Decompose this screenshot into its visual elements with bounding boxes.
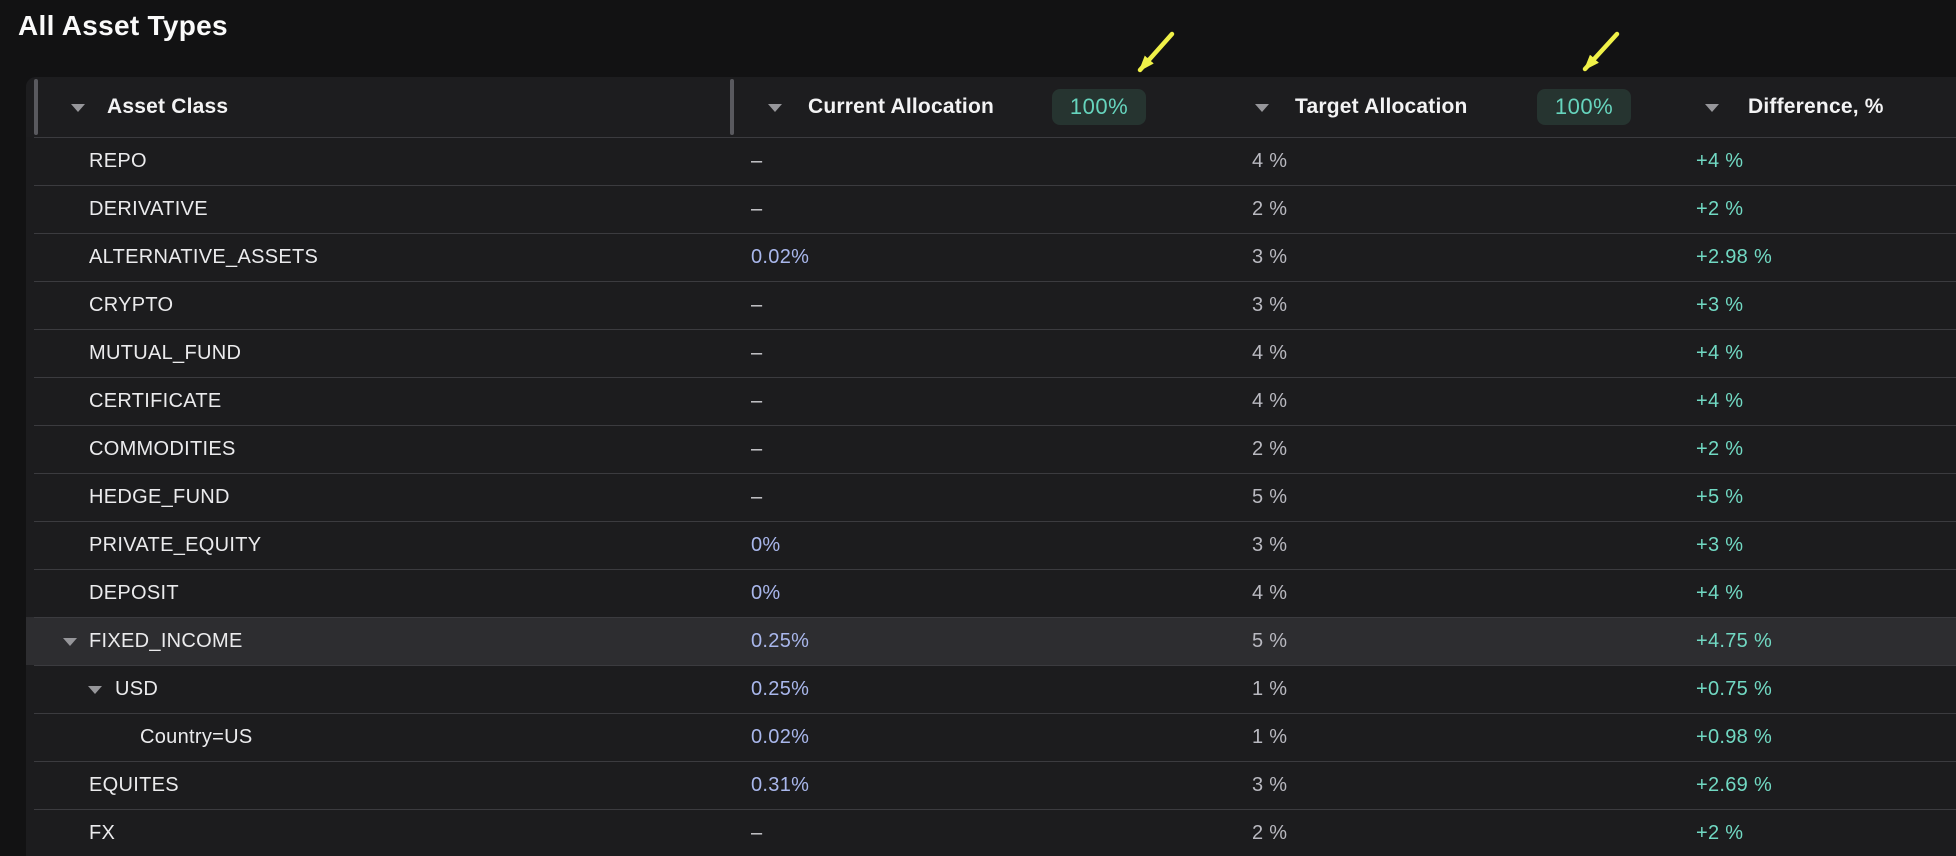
row-expand-caret-icon[interactable] <box>63 638 77 646</box>
difference-value: +3 % <box>1696 533 1744 556</box>
row-label: USD <box>115 677 159 700</box>
table-row[interactable]: PRIVATE_EQUITY 0% 3 % +3 % <box>26 521 1956 569</box>
current-allocation-value: 0.02% <box>751 725 810 748</box>
column-header-difference: Difference, % <box>1748 95 1884 118</box>
current-allocation-value: 0.25% <box>751 677 810 700</box>
target-allocation-value: 4 % <box>1252 581 1288 604</box>
target-allocation-value: 1 % <box>1252 677 1288 700</box>
target-allocation-value: 3 % <box>1252 293 1288 316</box>
row-label: HEDGE_FUND <box>89 485 230 508</box>
row-label: ALTERNATIVE_ASSETS <box>89 245 319 268</box>
current-allocation-value: – <box>751 149 763 172</box>
difference-value: +4 % <box>1696 389 1744 412</box>
target-allocation-value: 4 % <box>1252 341 1288 364</box>
table-row[interactable]: HEDGE_FUND – 5 % +5 % <box>26 473 1956 521</box>
target-allocation-value: 2 % <box>1252 821 1288 844</box>
difference-value: +4 % <box>1696 581 1744 604</box>
difference-value: +2 % <box>1696 197 1744 220</box>
row-label: COMMODITIES <box>89 437 236 460</box>
row-label: FX <box>89 821 116 844</box>
arrow-to-target-allocation-badge-icon <box>1582 31 1620 72</box>
asset-allocation-table: Asset Class Current Allocation 100% Targ… <box>26 77 1956 856</box>
table-row[interactable]: CERTIFICATE – 4 % +4 % <box>26 377 1956 425</box>
target-allocation-value: 5 % <box>1252 485 1288 508</box>
current-allocation-total-badge: 100% <box>1052 89 1146 125</box>
current-allocation-value: – <box>751 197 763 220</box>
table-row[interactable]: USD 0.25% 1 % +0.75 % <box>26 665 1956 713</box>
row-label: DERIVATIVE <box>89 197 208 220</box>
table-row[interactable]: ALTERNATIVE_ASSETS 0.02% 3 % +2.98 % <box>26 233 1956 281</box>
difference-value: +2.69 % <box>1696 773 1773 796</box>
current-allocation-value: 0.31% <box>751 773 810 796</box>
table-row[interactable]: FIXED_INCOME 0.25% 5 % +4.75 % <box>26 617 1956 665</box>
table-row[interactable]: EQUITES 0.31% 3 % +2.69 % <box>26 761 1956 809</box>
table-row[interactable]: REPO – 4 % +4 % <box>26 137 1956 185</box>
column-resize-handle[interactable] <box>730 79 734 135</box>
row-label: CERTIFICATE <box>89 389 222 412</box>
table-row[interactable]: CRYPTO – 3 % +3 % <box>26 281 1956 329</box>
target-allocation-value: 4 % <box>1252 389 1288 412</box>
current-allocation-value: 0% <box>751 581 781 604</box>
table-row[interactable]: COMMODITIES – 2 % +2 % <box>26 425 1956 473</box>
table-row[interactable]: Country=US 0.02% 1 % +0.98 % <box>26 713 1956 761</box>
current-allocation-value: – <box>751 821 763 844</box>
current-allocation-value: – <box>751 293 763 316</box>
difference-value: +4 % <box>1696 149 1744 172</box>
difference-value: +4 % <box>1696 341 1744 364</box>
sort-caret-target-allocation-icon[interactable] <box>1255 104 1269 112</box>
table-header-row: Asset Class Current Allocation 100% Targ… <box>26 77 1956 137</box>
difference-value: +5 % <box>1696 485 1744 508</box>
row-label: EQUITES <box>89 773 179 796</box>
difference-value: +2 % <box>1696 821 1744 844</box>
column-header-target-allocation: Target Allocation <box>1295 95 1468 118</box>
table-row[interactable]: FX – 2 % +2 % <box>26 809 1956 856</box>
current-allocation-value: – <box>751 341 763 364</box>
table-row[interactable]: DERIVATIVE – 2 % +2 % <box>26 185 1956 233</box>
current-allocation-value: 0.25% <box>751 629 810 652</box>
current-allocation-value: – <box>751 437 763 460</box>
target-allocation-value: 4 % <box>1252 149 1288 172</box>
table-body: REPO – 4 % +4 % DERIVATIVE – 2 % +2 % AL… <box>26 137 1956 856</box>
target-allocation-value: 3 % <box>1252 245 1288 268</box>
target-allocation-value: 3 % <box>1252 533 1288 556</box>
column-resize-handle[interactable] <box>34 79 38 135</box>
current-allocation-value: 0.02% <box>751 245 810 268</box>
target-allocation-value: 5 % <box>1252 629 1288 652</box>
target-allocation-total-badge: 100% <box>1537 89 1631 125</box>
row-label: MUTUAL_FUND <box>89 341 242 364</box>
difference-value: +4.75 % <box>1696 629 1773 652</box>
sort-caret-asset-class-icon[interactable] <box>71 104 85 112</box>
row-label: FIXED_INCOME <box>89 629 243 652</box>
row-expand-caret-icon[interactable] <box>88 686 102 694</box>
difference-value: +2 % <box>1696 437 1744 460</box>
difference-value: +0.75 % <box>1696 677 1773 700</box>
table-row[interactable]: DEPOSIT 0% 4 % +4 % <box>26 569 1956 617</box>
target-allocation-value: 1 % <box>1252 725 1288 748</box>
arrow-to-current-allocation-badge-icon <box>1137 31 1175 73</box>
column-header-current-allocation: Current Allocation <box>808 95 994 118</box>
sort-caret-difference-icon[interactable] <box>1705 104 1719 112</box>
difference-value: +2.98 % <box>1696 245 1773 268</box>
current-allocation-value: – <box>751 389 763 412</box>
target-allocation-value: 2 % <box>1252 437 1288 460</box>
row-label: CRYPTO <box>89 293 174 316</box>
difference-value: +3 % <box>1696 293 1744 316</box>
row-label: PRIVATE_EQUITY <box>89 533 262 556</box>
current-allocation-value: – <box>751 485 763 508</box>
difference-value: +0.98 % <box>1696 725 1773 748</box>
row-label: Country=US <box>140 725 253 748</box>
row-label: REPO <box>89 149 147 172</box>
page-title: All Asset Types <box>18 10 228 41</box>
table-row[interactable]: MUTUAL_FUND – 4 % +4 % <box>26 329 1956 377</box>
sort-caret-current-allocation-icon[interactable] <box>768 104 782 112</box>
target-allocation-value: 3 % <box>1252 773 1288 796</box>
current-allocation-value: 0% <box>751 533 781 556</box>
row-label: DEPOSIT <box>89 581 179 604</box>
target-allocation-value: 2 % <box>1252 197 1288 220</box>
column-header-asset-class: Asset Class <box>107 95 229 118</box>
